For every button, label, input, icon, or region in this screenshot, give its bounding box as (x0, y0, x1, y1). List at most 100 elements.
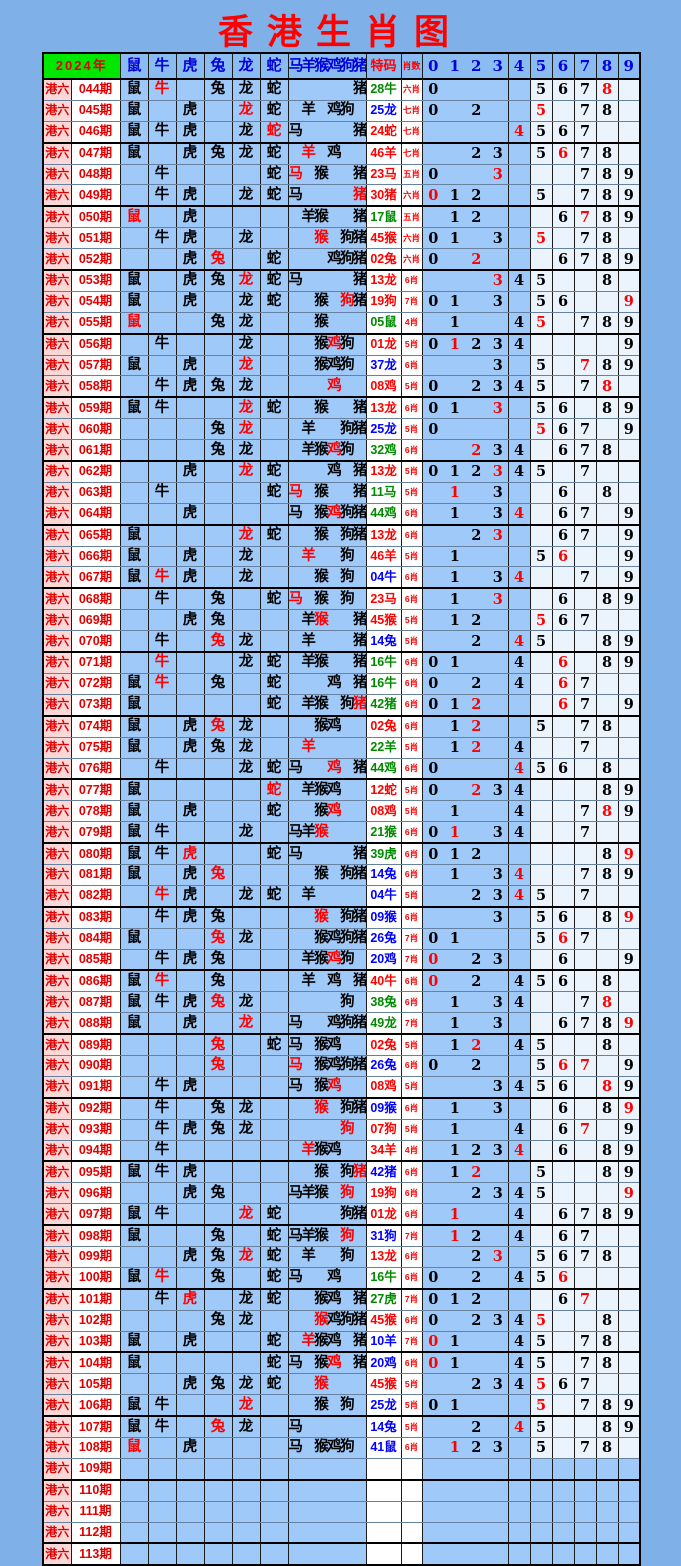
period-label: 103期 (70, 1330, 121, 1354)
digit-cell: 6 (551, 1097, 575, 1120)
zodiac-cell: 龙 (231, 1245, 261, 1268)
digit-cell (551, 1160, 575, 1184)
zodiac-cell: 龙 (231, 1012, 261, 1036)
digit-cell (507, 1245, 531, 1268)
zodiac-count: 7肖 (400, 948, 423, 972)
zodiac-count: 7肖 (400, 290, 423, 313)
period-label: 075期 (70, 736, 121, 759)
digit-cell (551, 1457, 575, 1481)
zodiac-count: 6肖 (400, 863, 423, 886)
digit-cell (551, 333, 575, 356)
digit-cell (551, 1521, 575, 1545)
zodiac-cell (203, 1012, 233, 1036)
digit-cell: 6 (551, 248, 575, 272)
zodiac-cell: 蛇 (259, 651, 289, 674)
zodiac-cell (259, 948, 289, 972)
zodiac-cell (147, 439, 177, 463)
digit-cell (529, 800, 553, 823)
digit-cell: 4 (507, 333, 531, 356)
digit-cell: 5 (529, 418, 553, 441)
zodiac-cell (147, 205, 177, 229)
digit-cell (573, 1415, 597, 1439)
zodiac-cell (203, 1394, 233, 1418)
zodiac-cell (259, 1394, 289, 1418)
row-label: 港六 (42, 1415, 72, 1439)
digit-cell: 5 (529, 1351, 553, 1375)
row-label: 港六 (42, 120, 72, 144)
zodiac-cell: 鼠 (119, 1266, 149, 1290)
digit-cell (551, 1479, 575, 1502)
period-label: 067期 (70, 566, 121, 590)
digit-cell: 8 (595, 1437, 619, 1459)
zodiac-cell: 蛇 (259, 1033, 289, 1056)
zodiac-cell: 虎 (175, 99, 205, 122)
zodiac-cell (147, 311, 177, 335)
digit-cell (529, 1542, 553, 1566)
period-label: 070期 (70, 630, 121, 654)
row-label: 港六 (42, 333, 72, 356)
digit-cell: 8 (595, 1415, 619, 1439)
digit-cell: 8 (595, 269, 619, 292)
zodiac-cell: 蛇 (259, 1224, 289, 1247)
row-label: 港六 (42, 1288, 72, 1311)
zodiac-count: 6肖 (400, 1437, 423, 1459)
zodiac-group-cell: 羊猴鸡猪 (287, 1330, 367, 1354)
special-code: 39虎 (365, 842, 402, 865)
digit-cell (595, 1266, 619, 1290)
zodiac-cell (231, 587, 261, 611)
digit-cell: 4 (507, 1075, 531, 1099)
digit-cell (617, 736, 641, 759)
zodiac-cell (175, 1394, 205, 1418)
digit-cell: 7 (573, 524, 597, 547)
digit-cell (617, 99, 641, 122)
special-code: 19狗 (365, 1182, 402, 1205)
digit-cell: 5 (529, 78, 553, 101)
digit-cell (617, 969, 641, 993)
special-code: 16牛 (365, 672, 402, 695)
digit-cell (595, 418, 619, 441)
zodiac-group-cell: 马猴鸡猪 (287, 1351, 367, 1375)
zodiac-cell: 牛 (147, 333, 177, 356)
row-label: 港六 (42, 460, 72, 483)
zodiac-group-cell: 猴狗猪 (287, 524, 367, 547)
digit-cell: 9 (617, 1394, 641, 1418)
zodiac-cell: 鼠 (119, 566, 149, 590)
zodiac-cell (147, 269, 177, 292)
table-row: 港六 107期鼠牛 兔龙 马 14兔 5肖 2 4 5 8 9 (42, 1415, 641, 1439)
zodiac-count: 5肖 (400, 418, 423, 441)
zodiac-cell: 龙 (231, 651, 261, 674)
row-label: 港六 (42, 545, 72, 568)
zodiac-cell: 兔 (203, 1224, 233, 1247)
digit-cell: 8 (595, 1203, 619, 1227)
digit-cell: 7 (573, 418, 597, 441)
digit-cell: 8 (595, 1097, 619, 1120)
zodiac-group-cell: 马猪 (287, 269, 367, 292)
digit-cell (617, 1542, 641, 1566)
digit-cell (595, 884, 619, 908)
row-label: 港六 (42, 248, 72, 272)
digit-cell: 5 (529, 1309, 553, 1332)
zodiac-cell (119, 163, 149, 186)
zodiac-group-cell (287, 1542, 367, 1566)
digit-cell: 9 (617, 248, 641, 272)
period-label: 111期 (70, 1500, 121, 1523)
zodiac-cell (119, 481, 149, 504)
header-zodiac-ox: 牛 (147, 52, 177, 80)
digit-cell: 9 (617, 651, 641, 674)
special-code: 02兔 (365, 248, 402, 272)
zodiac-cell: 鼠 (119, 736, 149, 759)
digit-cell: 9 (617, 1075, 641, 1099)
zodiac-group-cell: 猴鸡狗 (287, 333, 367, 356)
zodiac-cell: 龙 (231, 184, 261, 208)
